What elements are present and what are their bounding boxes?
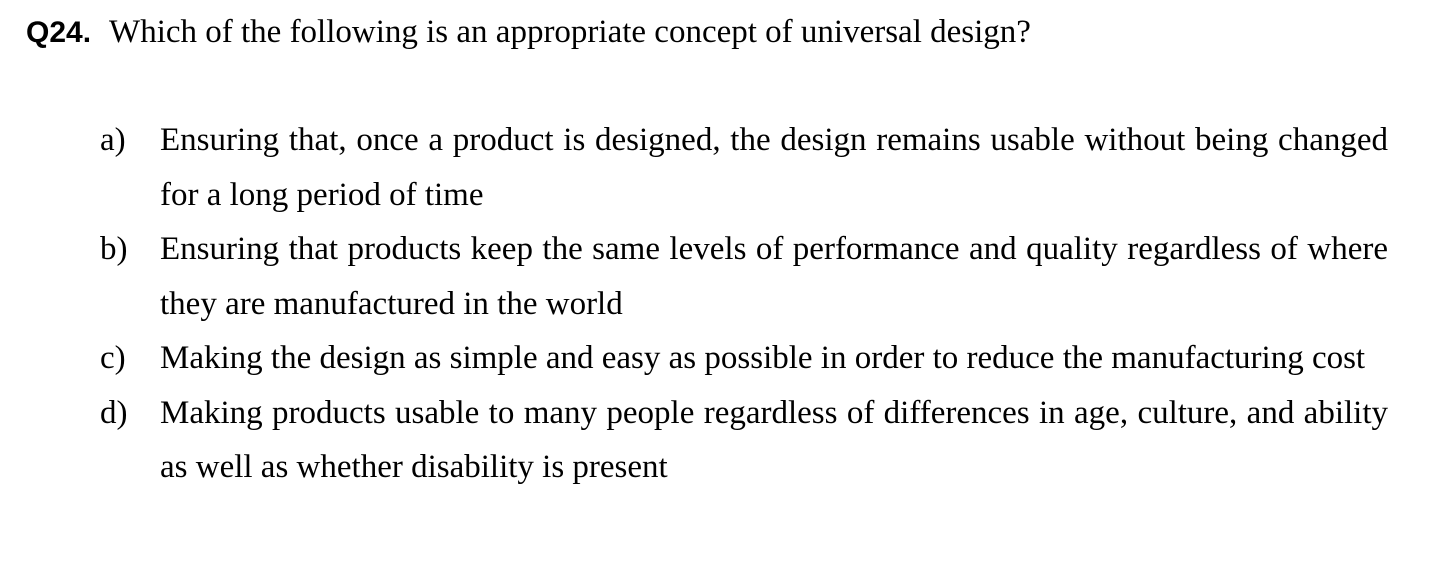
option-text: Making the design as simple and easy as … — [160, 340, 1366, 376]
answer-option-c: c) Making the design as simple and easy … — [100, 331, 1388, 386]
option-text: Making products usable to many people re… — [160, 394, 1388, 486]
question-header: Q24. Which of the following is an appropr… — [26, 10, 1406, 60]
answer-option-b: b) Ensuring that products keep the same … — [100, 222, 1388, 331]
option-text: Ensuring that products keep the same lev… — [160, 231, 1388, 322]
answer-options-list: a) Ensuring that, once a product is desi… — [100, 113, 1388, 495]
option-label: d) — [100, 394, 128, 431]
option-text: Ensuring that, once a product is designe… — [160, 122, 1388, 213]
question-number: Q24. — [26, 16, 92, 49]
question-text: Which of the following is an appropriate… — [109, 14, 1031, 50]
option-label: c) — [100, 340, 126, 376]
answer-option-a: a) Ensuring that, once a product is desi… — [100, 113, 1388, 222]
answer-option-d: d) Making products usable to many people… — [100, 386, 1388, 495]
option-label: a) — [100, 122, 126, 158]
option-label: b) — [100, 231, 128, 267]
